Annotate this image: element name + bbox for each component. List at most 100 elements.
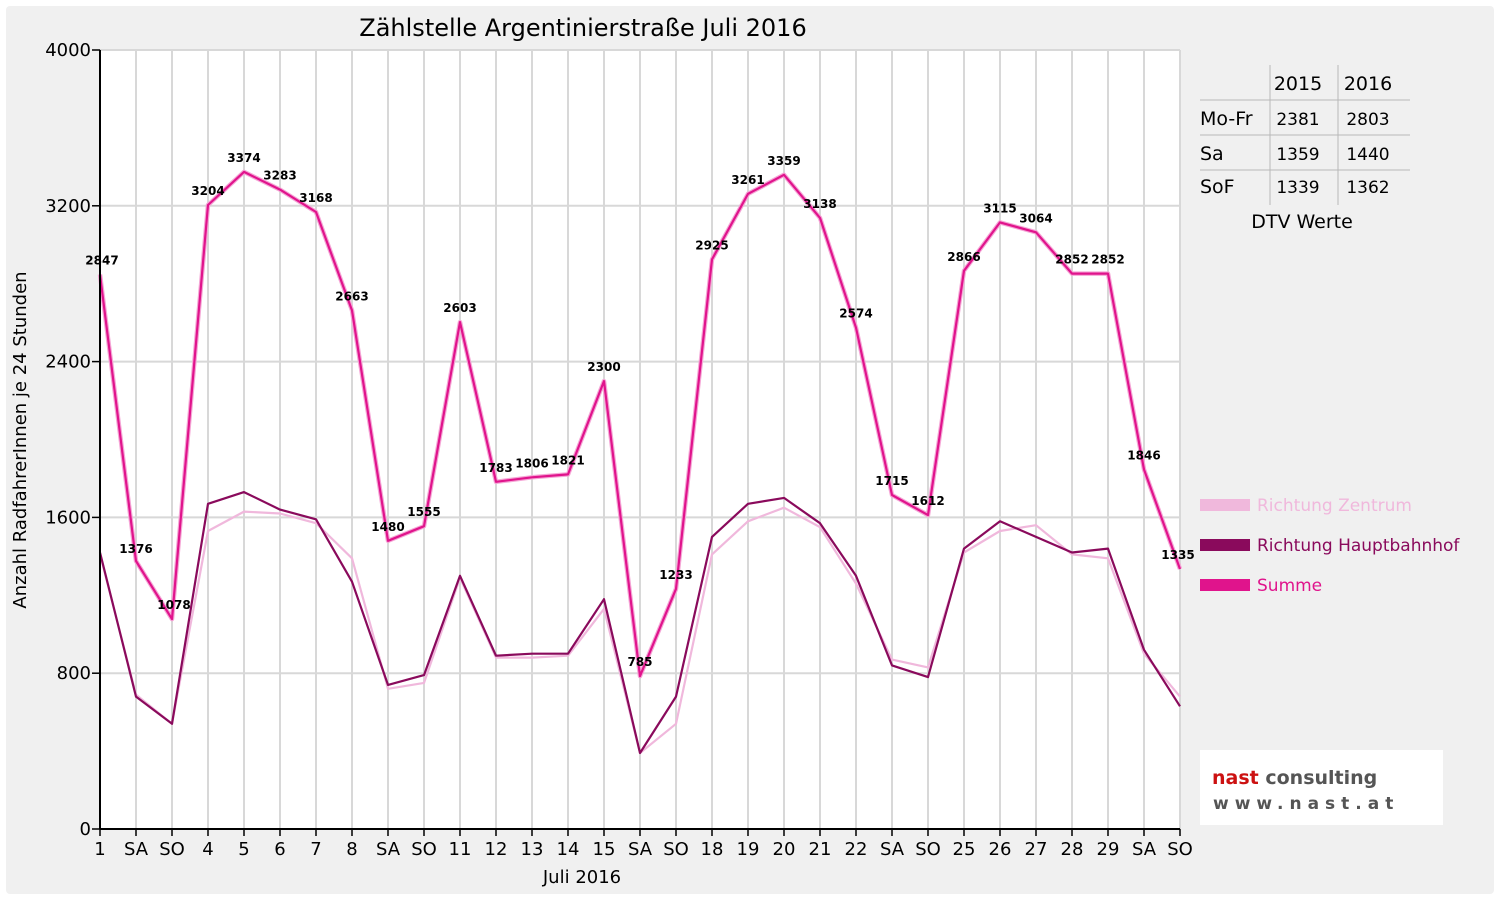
data-label: 1555: [407, 505, 440, 519]
x-tick-label: 14: [557, 839, 580, 860]
x-tick-label: 22: [845, 839, 868, 860]
legend-swatch: [1200, 499, 1250, 511]
table-caption: DTV Werte: [1251, 211, 1353, 233]
x-tick-label: 5: [238, 839, 249, 860]
data-label: 2852: [1055, 253, 1088, 267]
nast-consulting-logo: nast consulting www.nast.at: [1200, 750, 1443, 825]
x-tick-label: SO: [411, 839, 437, 860]
x-tick-label: SO: [1167, 839, 1193, 860]
y-tick-label: 3200: [45, 196, 91, 217]
table-header-2016: 2016: [1344, 73, 1392, 95]
x-tick-label: 27: [1025, 839, 1048, 860]
data-label: 3064: [1019, 211, 1052, 225]
data-label: 2852: [1091, 253, 1124, 267]
x-tick-label: 26: [989, 839, 1012, 860]
x-tick-label: 21: [809, 839, 832, 860]
x-axis-label: Juli 2016: [542, 867, 621, 888]
data-label: 2603: [443, 301, 476, 315]
legend-entry: Richtung Zentrum: [1257, 496, 1412, 516]
series-line-richtung-hauptbahnhof: [98, 491, 1181, 755]
y-tick-label: 1600: [45, 507, 91, 528]
data-label: 3261: [731, 173, 764, 187]
series-lines: [97, 169, 1183, 755]
data-label: 1335: [1161, 548, 1194, 562]
data-label: 2847: [85, 254, 118, 268]
data-label: 1233: [659, 568, 692, 582]
x-tick-label: SA: [1132, 839, 1157, 860]
legend-entry: Richtung Hauptbahnhof: [1257, 536, 1460, 556]
table-cell: 1440: [1346, 145, 1389, 165]
legend-swatch: [1200, 539, 1250, 551]
x-tick-label: SA: [376, 839, 401, 860]
logo-background: [1200, 750, 1443, 825]
logo-part-nast: nast: [1212, 767, 1259, 789]
data-label: 785: [627, 655, 652, 669]
y-tick-label: 4000: [45, 40, 91, 61]
y-tick-label: 0: [80, 819, 91, 840]
data-label: 1480: [371, 520, 404, 534]
data-label: 3374: [227, 151, 260, 165]
data-label: 2866: [947, 250, 980, 264]
data-label: 2663: [335, 289, 368, 303]
data-label: 2574: [839, 307, 872, 321]
x-tick-label: 8: [346, 839, 357, 860]
chart-title: Zählstelle Argentinierstraße Juli 2016: [359, 14, 806, 42]
data-label: 3204: [191, 184, 224, 198]
logo-text: nast consulting: [1212, 767, 1377, 789]
x-tick-label: 6: [274, 839, 285, 860]
x-tick-label: 7: [310, 839, 321, 860]
x-tick-label: 15: [593, 839, 616, 860]
x-tick-label: SA: [124, 839, 149, 860]
legend: Richtung Zentrum Richtung Hauptbahnhof Sum…: [1200, 496, 1460, 596]
data-label: 1821: [551, 453, 584, 467]
logo-part-consulting: consulting: [1259, 767, 1378, 789]
x-tick-label: SO: [159, 839, 185, 860]
x-tick-label: 18: [701, 839, 724, 860]
data-label: 1715: [875, 474, 908, 488]
table-cell: 1362: [1346, 178, 1389, 198]
y-tick-label: 2400: [45, 352, 91, 373]
data-label: 3168: [299, 191, 332, 205]
data-label: 1376: [119, 542, 152, 556]
y-axis-label: Anzahl RadfahrerInnen je 24 Stunden: [10, 271, 31, 608]
data-label: 1846: [1127, 448, 1160, 462]
table-row-label: Sa: [1200, 143, 1224, 165]
table-cell: 1339: [1276, 178, 1319, 198]
table-cell: 2803: [1346, 110, 1389, 130]
x-tick-label: 28: [1061, 839, 1084, 860]
logo-website: www.nast.at: [1213, 794, 1399, 814]
dtv-table: 2015 2016 Mo-Fr 2381 2803 Sa 1359 1440 S…: [1200, 65, 1410, 233]
axes: 0 800 1600 2400 3200 4000 1 SA SO 4 5 6 7 8 SA SO 11 12 13…: [45, 40, 1193, 860]
data-label: 3359: [767, 154, 800, 168]
data-label: 1612: [911, 494, 944, 508]
table-row-label: SoF: [1200, 176, 1235, 198]
table-cell: 1359: [1276, 145, 1319, 165]
legend-swatch: [1200, 579, 1250, 591]
data-label: 2300: [587, 360, 620, 374]
series-line-summe: [98, 170, 1182, 678]
x-tick-label: SA: [880, 839, 905, 860]
legend-entry: Summe: [1257, 576, 1322, 596]
data-label: 3115: [983, 201, 1016, 215]
table-header-2015: 2015: [1274, 73, 1322, 95]
y-tick-label: 800: [57, 663, 91, 684]
x-tick-label: 20: [773, 839, 796, 860]
table-cell: 2381: [1276, 110, 1319, 130]
x-tick-label: 11: [449, 839, 472, 860]
x-tick-label: 19: [737, 839, 760, 860]
data-label: 1078: [157, 598, 190, 612]
table-row-label: Mo-Fr: [1200, 108, 1253, 130]
x-tick-label: SA: [628, 839, 653, 860]
x-tick-label: 1: [94, 839, 105, 860]
data-label: 1783: [479, 461, 512, 475]
x-tick-label: SO: [915, 839, 941, 860]
x-tick-label: 25: [953, 839, 976, 860]
x-tick-label: 29: [1097, 839, 1120, 860]
data-label: 1806: [515, 456, 548, 470]
data-label: 3283: [263, 169, 296, 183]
x-tick-label: 13: [521, 839, 544, 860]
data-label: 2925: [695, 238, 728, 252]
